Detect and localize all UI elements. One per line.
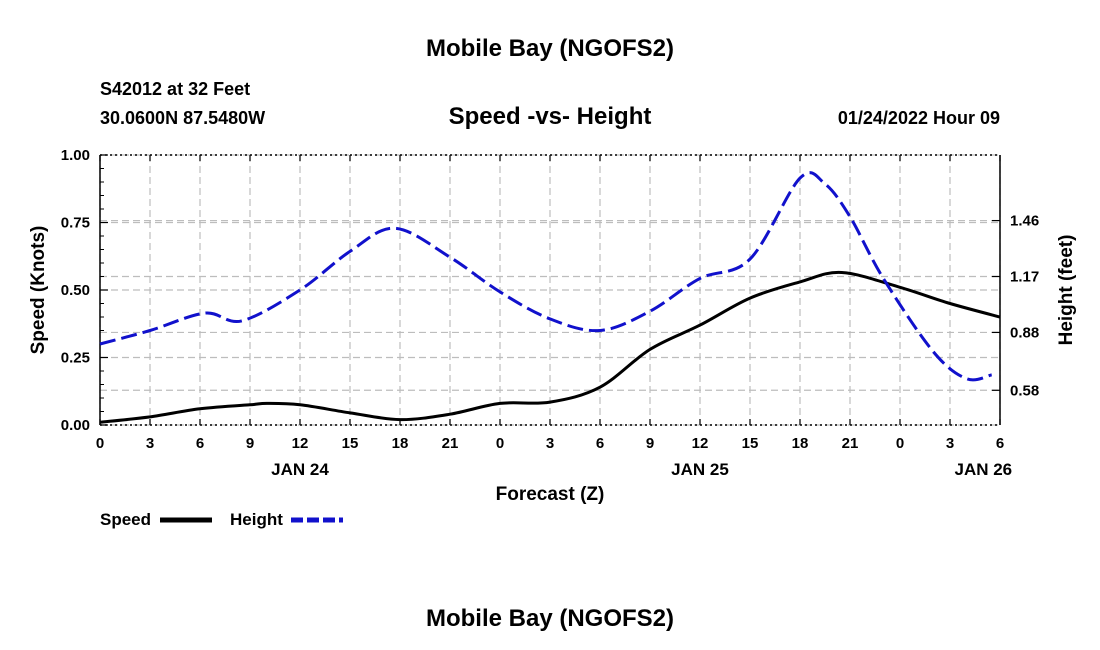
grid xyxy=(99,154,1001,426)
bottom-title: Mobile Bay (NGOFS2) xyxy=(426,605,674,632)
legend-label-height: Height xyxy=(230,510,283,529)
y2-tick-label: 1.46 xyxy=(1010,213,1039,230)
x-tick-label: 18 xyxy=(392,435,409,452)
x-tick-label: 0 xyxy=(896,435,904,452)
x-tick-label: 3 xyxy=(146,435,154,452)
legend: Speed Height xyxy=(100,510,343,529)
y2-axis-title: Height (feet) xyxy=(1056,235,1077,346)
x-tick-label: 18 xyxy=(792,435,809,452)
x-tick-label: 21 xyxy=(442,435,459,452)
series-line-speed xyxy=(99,270,1001,424)
y2-tick-label: 0.58 xyxy=(1010,382,1039,399)
x-tick-label: 9 xyxy=(646,435,654,452)
x-tick-label: 12 xyxy=(292,435,309,452)
x-tick-label: 6 xyxy=(996,435,1004,452)
forecast-date: 01/24/2022 Hour 09 xyxy=(838,108,1000,128)
station-label: S42012 at 32 Feet xyxy=(100,79,250,99)
x-tick-label: 21 xyxy=(842,435,859,452)
x-axis-title: Forecast (Z) xyxy=(496,484,605,505)
x-tick-label: 3 xyxy=(546,435,554,452)
y-axis-title: Speed (Knots) xyxy=(28,226,49,355)
x-tick-label: 0 xyxy=(496,435,504,452)
day-label: JAN 24 xyxy=(271,460,329,479)
y-tick-label: 0.75 xyxy=(61,215,90,232)
y2-tick-label: 0.88 xyxy=(1010,324,1039,341)
y-tick-label: 0.00 xyxy=(61,417,90,434)
axes xyxy=(99,154,1001,426)
y-tick-label: 0.50 xyxy=(61,282,90,299)
series xyxy=(99,171,1001,424)
x-tick-label: 12 xyxy=(692,435,709,452)
legend-label-speed: Speed xyxy=(100,510,151,529)
x-tick-label: 6 xyxy=(596,435,604,452)
x-tick-label: 0 xyxy=(96,435,104,452)
y-tick-label: 1.00 xyxy=(61,147,90,164)
day-label: JAN 25 xyxy=(671,460,729,479)
x-tick-label: 15 xyxy=(742,435,759,452)
station-coords: 30.0600N 87.5480W xyxy=(100,108,265,128)
y-tick-label: 0.25 xyxy=(61,350,90,367)
y2-tick-label: 1.17 xyxy=(1010,269,1039,286)
series-line-height xyxy=(99,171,993,382)
x-tick-label: 3 xyxy=(946,435,954,452)
x-tick-label: 15 xyxy=(342,435,359,452)
page-title: Mobile Bay (NGOFS2) xyxy=(426,35,674,62)
day-label: JAN 26 xyxy=(955,460,1013,479)
x-tick-label: 9 xyxy=(246,435,254,452)
chart-title: Speed -vs- Height xyxy=(449,103,652,130)
x-tick-label: 6 xyxy=(196,435,204,452)
tick-labels: 0 3 6 9 12 15 18 21 0 3 6 9 12 15 18 21 0 3 6 JAN 24 JAN 25 J… xyxy=(61,147,1039,479)
